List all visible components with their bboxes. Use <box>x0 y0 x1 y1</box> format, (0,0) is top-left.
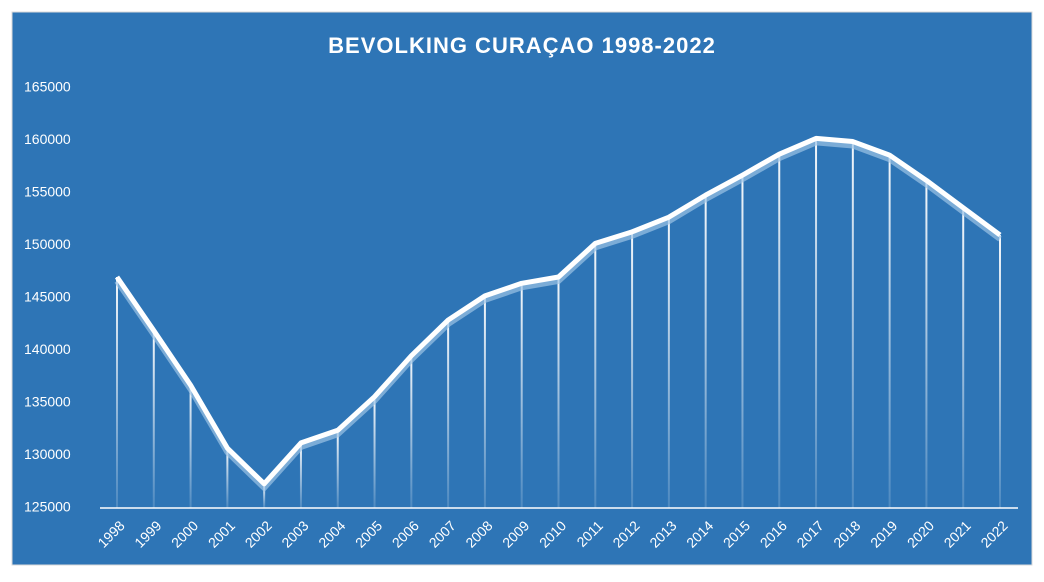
drop-line <box>631 231 634 508</box>
y-tick-label: 155000 <box>24 184 71 200</box>
drop-line <box>888 155 891 508</box>
y-tick-label: 125000 <box>24 499 71 515</box>
drop-line <box>962 207 965 508</box>
drop-line <box>447 320 450 508</box>
y-tick-label: 145000 <box>24 289 71 305</box>
y-tick-label: 150000 <box>24 236 71 252</box>
drop-line <box>594 243 597 508</box>
drop-line <box>925 180 928 508</box>
data-line <box>114 135 1002 487</box>
y-tick-label: 130000 <box>24 446 71 462</box>
line-shadow <box>114 139 1002 493</box>
drop-line <box>483 295 486 508</box>
drop-line <box>667 217 670 508</box>
drop-line <box>999 235 1001 508</box>
chart-title: BEVOLKING CURAÇAO 1998-2022 <box>328 33 716 58</box>
drop-line <box>116 277 118 508</box>
drop-line <box>152 330 155 508</box>
drop-line <box>704 195 707 508</box>
drop-line <box>373 396 376 508</box>
drop-line <box>189 385 192 508</box>
drop-line <box>520 283 523 508</box>
drop-line <box>410 355 413 508</box>
drop-line <box>851 141 854 509</box>
y-tick-label: 160000 <box>24 131 71 147</box>
drop-line <box>557 277 560 508</box>
drop-line <box>336 430 339 508</box>
drop-line <box>299 442 302 508</box>
drop-line <box>741 175 744 508</box>
drop-line <box>778 154 781 508</box>
drop-line <box>226 448 229 508</box>
y-tick-label: 135000 <box>24 394 71 410</box>
drop-line <box>263 483 266 508</box>
y-tick-label: 140000 <box>24 341 71 357</box>
y-tick-label: 165000 <box>24 79 71 95</box>
drop-line <box>815 138 818 508</box>
